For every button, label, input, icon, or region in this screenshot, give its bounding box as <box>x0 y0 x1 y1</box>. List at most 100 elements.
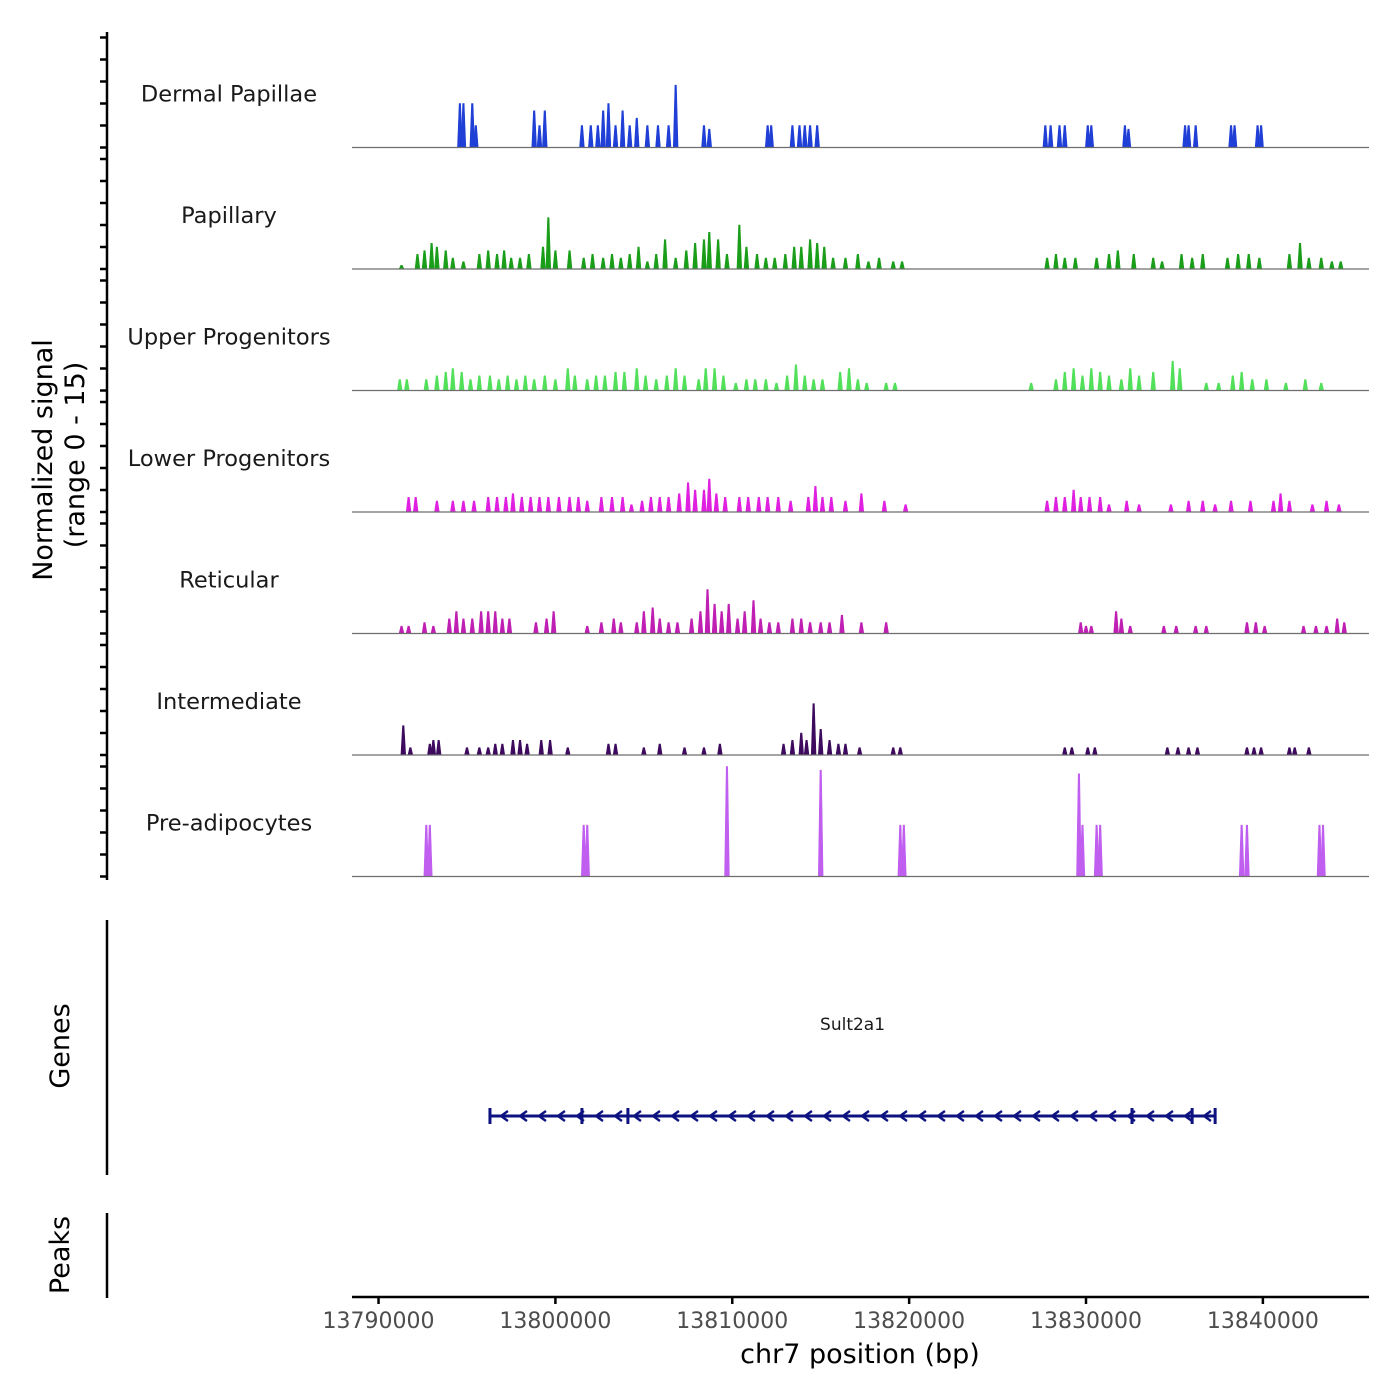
signal-peak <box>641 747 647 756</box>
signal-peak <box>584 379 590 391</box>
signal-peak <box>1088 625 1095 634</box>
signal-peak <box>494 254 500 270</box>
signal-peak <box>791 246 797 270</box>
signal-y-axis-ticks <box>100 36 107 878</box>
strand-arrow <box>555 1110 566 1122</box>
signal-peak <box>1150 257 1156 270</box>
signal-peak <box>672 84 679 148</box>
signal-peak <box>802 125 808 148</box>
signal-peak <box>805 497 812 513</box>
signal-peak <box>817 622 824 634</box>
signal-peak <box>665 622 672 634</box>
signal-peak <box>531 110 537 148</box>
strand-arrow <box>498 1110 509 1122</box>
signal-peak <box>750 600 757 634</box>
signal-peak <box>782 254 789 270</box>
signal-peak <box>492 743 499 756</box>
signal-peak <box>814 125 820 148</box>
strand-arrow <box>517 1110 528 1122</box>
signal-peak <box>1127 625 1134 634</box>
signal-peak <box>1253 622 1259 634</box>
signal-peak <box>701 125 707 148</box>
signal-peak <box>1169 360 1176 391</box>
signal-peak <box>757 618 764 634</box>
signal-peak <box>706 478 712 513</box>
signal-peak <box>692 243 698 270</box>
signal-peak <box>807 125 813 148</box>
signal-peak <box>736 224 743 270</box>
x-tick-label: 13800000 <box>499 1309 611 1334</box>
strand-arrow <box>878 1110 889 1122</box>
signal-peak <box>865 261 872 270</box>
signal-peak <box>768 125 774 148</box>
signal-peak <box>789 740 796 756</box>
signal-peak <box>892 382 898 391</box>
signal-peak <box>1256 257 1263 270</box>
signal-peak <box>695 379 702 391</box>
signal-peak <box>743 246 750 270</box>
signal-peak <box>506 618 513 634</box>
signal-peak <box>1203 625 1210 634</box>
signal-peak <box>464 747 470 756</box>
signal-peak <box>476 375 483 391</box>
signal-peak <box>846 368 852 391</box>
strand-arrow <box>1182 1110 1193 1122</box>
strand-arrow <box>1201 1110 1212 1122</box>
signal-peak <box>715 239 721 270</box>
signal-peak <box>771 257 778 270</box>
signal-peak <box>605 103 612 148</box>
signal-peak <box>621 371 628 391</box>
strand-arrow <box>707 1110 718 1122</box>
signal-peak <box>405 497 412 513</box>
signal-peak <box>513 379 520 391</box>
x-tick-label: 13820000 <box>853 1309 965 1334</box>
signal-peak <box>641 611 647 634</box>
signal-peak <box>398 625 405 634</box>
signal-peak <box>565 747 571 756</box>
signal-peak <box>519 497 525 513</box>
signal-peak <box>485 497 491 513</box>
signal-peak <box>657 497 663 513</box>
signal-peak <box>1306 257 1312 270</box>
signal-peak <box>1318 382 1325 391</box>
signal-peak <box>1199 500 1206 513</box>
strand-arrow <box>688 1110 699 1122</box>
signal-peak <box>789 125 796 148</box>
signal-peak <box>683 250 690 270</box>
signal-peak <box>527 497 534 513</box>
signal-peak <box>1283 382 1289 391</box>
signal-peak <box>1313 625 1319 634</box>
signal-peak <box>837 371 843 391</box>
strand-arrow <box>802 1110 813 1122</box>
signal-peak <box>1079 375 1086 391</box>
signal-peak <box>1115 250 1121 270</box>
strand-arrow <box>783 1110 794 1122</box>
signal-peak <box>1244 747 1250 756</box>
signal-peak <box>1118 618 1125 634</box>
signal-peak <box>508 257 514 270</box>
signal-peak <box>566 497 573 513</box>
signal-peak <box>644 125 651 148</box>
signal-peak <box>487 375 493 391</box>
signal-peak <box>830 257 836 270</box>
signal-peak <box>443 371 449 391</box>
signal-peak <box>414 254 421 270</box>
signal-peak <box>598 497 605 513</box>
strand-arrow <box>992 1110 1003 1122</box>
signal-peak <box>796 125 803 148</box>
track-reticular: Reticular <box>179 568 1369 635</box>
signal-peak <box>552 379 559 391</box>
track-papillary: Papillary <box>181 203 1369 270</box>
signal-peak <box>901 824 907 877</box>
signal-peak <box>485 250 491 270</box>
signal-peak <box>628 504 635 513</box>
signal-peak <box>1118 379 1125 391</box>
signal-peak <box>1323 625 1330 634</box>
track-label: Intermediate <box>156 689 301 715</box>
signal-peak <box>503 497 509 513</box>
strand-arrow <box>840 1110 851 1122</box>
strand-arrow <box>631 1110 642 1122</box>
signal-peak <box>826 622 833 634</box>
signal-peak <box>460 103 467 148</box>
signal-peak <box>724 254 730 270</box>
